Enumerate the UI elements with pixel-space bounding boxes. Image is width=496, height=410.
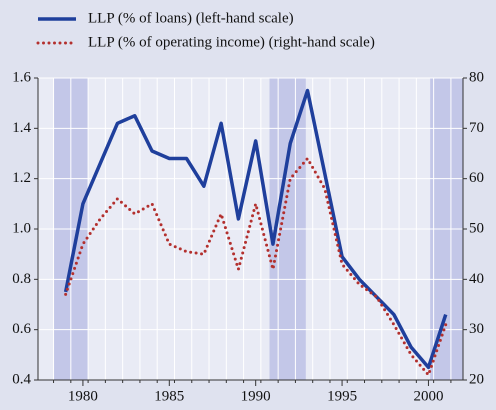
x-tick-label: 2000 — [413, 388, 443, 404]
y-tick-label: 0.8 — [12, 271, 31, 287]
y-tick-label: 1.2 — [12, 170, 31, 186]
y-tick-label: 0.4 — [12, 371, 31, 387]
x-tick-label: 1990 — [241, 388, 271, 404]
y-tick-label: 1.0 — [12, 220, 31, 236]
x-tick-label: 1995 — [327, 388, 357, 404]
y2-tick-label: 50 — [469, 220, 484, 236]
y2-tick-label: 60 — [469, 170, 484, 186]
x-tick-label: 1980 — [68, 388, 98, 404]
x-tick-label: 1985 — [154, 388, 184, 404]
y2-tick-label: 70 — [469, 120, 484, 136]
series-line — [63, 88, 448, 370]
y-tick-label: 0.6 — [12, 321, 31, 337]
y2-tick-label: 80 — [469, 69, 484, 85]
y2-tick-label: 40 — [469, 271, 484, 287]
y2-tick-label: 30 — [469, 321, 484, 337]
y2-tick-label: 20 — [469, 371, 484, 387]
y-tick-label: 1.6 — [12, 69, 31, 85]
series-line — [64, 157, 448, 377]
legend-label: LLP (% of operating income) (right-hand … — [88, 34, 375, 50]
y-tick-label: 1.4 — [12, 120, 31, 136]
legend-label: LLP (% of loans) (left-hand scale) — [88, 10, 294, 26]
